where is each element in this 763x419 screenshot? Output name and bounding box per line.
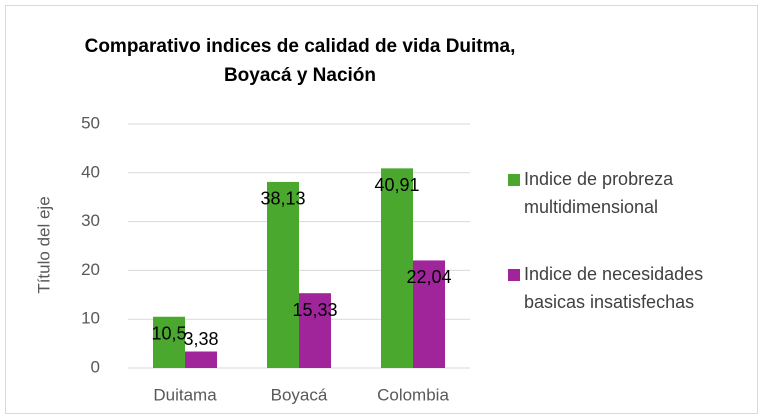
bar — [381, 168, 413, 368]
bar — [413, 260, 445, 368]
y-tick-label: 40 — [81, 162, 100, 181]
y-tick-label: 30 — [81, 211, 100, 230]
y-tick-label: 0 — [91, 357, 100, 376]
legend-swatch — [508, 174, 520, 186]
data-label: 3,38 — [183, 329, 218, 349]
chart-title: Comparativo indices de calidad de vida D… — [85, 36, 516, 57]
y-tick-label: 50 — [81, 113, 100, 132]
data-label: 10,5 — [151, 324, 186, 344]
data-label: 15,33 — [292, 300, 337, 320]
bar — [299, 293, 331, 368]
x-tick-label: Duitama — [153, 385, 217, 404]
data-label: 22,04 — [406, 267, 451, 287]
bar — [267, 181, 299, 368]
legend-label: Indice de necesidades basicas insatisfech… — [524, 264, 703, 312]
bar — [185, 351, 217, 368]
x-tick-label: Boyacá — [271, 385, 328, 404]
x-tick-label: Colombia — [377, 385, 449, 404]
legend-label: Indice de probreza multidimensional — [524, 169, 674, 217]
data-label: 38,13 — [260, 189, 305, 209]
chart-title: Boyacá y Nación — [224, 65, 376, 86]
y-tick-label: 20 — [81, 260, 100, 279]
bar — [153, 316, 185, 368]
data-label: 40,91 — [374, 175, 419, 195]
legend-swatch — [508, 269, 520, 281]
y-tick-label: 10 — [81, 309, 100, 328]
y-axis-title: Título del eje — [34, 196, 53, 293]
